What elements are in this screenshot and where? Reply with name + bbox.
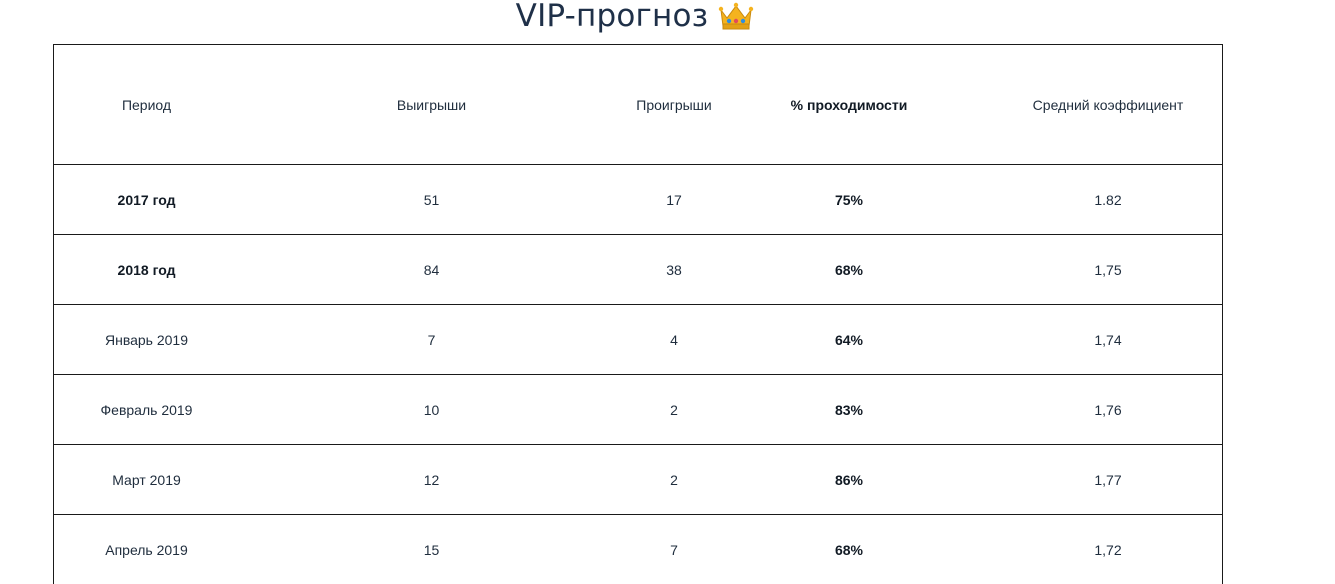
page-title: VIP-прогноз	[515, 0, 709, 34]
cell-losses: 2	[670, 401, 678, 418]
header-pass-rate: % проходимости	[790, 96, 908, 113]
crown-icon	[719, 2, 754, 30]
cell-period: 2018 год	[117, 261, 176, 278]
cell-avg-odds: 1,75	[1094, 261, 1122, 278]
cell-avg-odds: 1,72	[1094, 541, 1122, 558]
stats-table: Период Выигрыши Проигрыши % проходимости…	[53, 44, 1223, 584]
cell-avg-odds: 1,74	[1094, 331, 1122, 348]
cell-pass-rate: 83%	[834, 401, 864, 418]
cell-wins: 12	[423, 471, 440, 488]
cell-losses: 17	[666, 191, 682, 208]
header-losses: Проигрыши	[636, 96, 712, 113]
cell-period: Январь 2019	[104, 331, 189, 348]
cell-avg-odds: 1,77	[1094, 471, 1122, 488]
cell-period: Апрель 2019	[105, 541, 188, 558]
cell-period: 2017 год	[117, 191, 176, 208]
cell-pass-rate: 75%	[834, 191, 864, 208]
table-row: 2017 год 51 17 75% 1.82	[54, 165, 1222, 235]
cell-period: Февраль 2019	[100, 401, 193, 418]
table-row: 2018 год 84 38 68% 1,75	[54, 235, 1222, 305]
cell-losses: 7	[670, 541, 678, 558]
title-row: VIP-прогноз	[0, 0, 1270, 36]
table-header-row: Период Выигрыши Проигрыши % проходимости…	[54, 45, 1222, 165]
cell-pass-rate: 86%	[834, 471, 864, 488]
cell-avg-odds: 1,76	[1094, 401, 1122, 418]
table-row: Апрель 2019 15 7 68% 1,72	[54, 515, 1222, 584]
cell-pass-rate: 64%	[834, 331, 864, 348]
cell-losses: 2	[670, 471, 678, 488]
table-row: Март 2019 12 2 86% 1,77	[54, 445, 1222, 515]
cell-pass-rate: 68%	[834, 261, 864, 278]
header-period: Период	[121, 96, 172, 113]
cell-avg-odds: 1.82	[1094, 191, 1122, 208]
header-wins: Выигрыши	[396, 96, 467, 113]
cell-wins: 51	[423, 191, 440, 208]
table-row: Январь 2019 7 4 64% 1,74	[54, 305, 1222, 375]
cell-period: Март 2019	[112, 471, 181, 488]
cell-pass-rate: 68%	[834, 541, 864, 558]
table-row: Февраль 2019 10 2 83% 1,76	[54, 375, 1222, 445]
cell-wins: 7	[427, 331, 436, 348]
cell-wins: 84	[423, 261, 440, 278]
cell-losses: 4	[670, 331, 678, 348]
header-avg-odds: Средний коэффициент	[1032, 96, 1184, 113]
cell-losses: 38	[666, 261, 682, 278]
cell-wins: 15	[423, 541, 440, 558]
cell-wins: 10	[423, 401, 440, 418]
